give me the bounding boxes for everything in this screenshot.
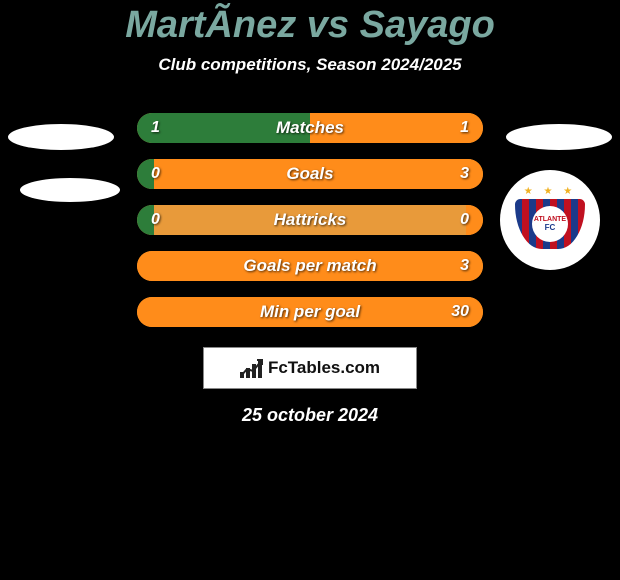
stat-label: Min per goal (137, 302, 483, 322)
page-title: MartÃ­nez vs Sayago (0, 0, 620, 47)
badge-sub: FC (545, 224, 556, 232)
left-avatar-1 (8, 124, 114, 150)
stat-value-left: 0 (151, 165, 160, 183)
chart-icon (240, 358, 262, 378)
stat-value-right: 3 (460, 257, 469, 275)
stat-value-right: 30 (451, 303, 469, 321)
badge-center: ATLANTE FC (532, 206, 568, 242)
badge-shield-icon: ATLANTE FC (515, 199, 585, 249)
badge-name: ATLANTE (534, 216, 566, 223)
stat-row: Matches1 1 (137, 113, 483, 143)
stat-label: Matches (137, 118, 483, 138)
stat-label: Hattricks (137, 210, 483, 230)
stat-value-right: 1 (460, 119, 469, 137)
stat-label: Goals (137, 164, 483, 184)
stat-value-left: 0 (151, 211, 160, 229)
left-avatar-2 (20, 178, 120, 202)
subtitle: Club competitions, Season 2024/2025 (0, 55, 620, 75)
stat-row: Min per goal30 (137, 297, 483, 327)
right-avatar-1 (506, 124, 612, 150)
badge-stars-icon: ★ ★ ★ (524, 186, 576, 197)
stat-label: Goals per match (137, 256, 483, 276)
stat-value-right: 3 (460, 165, 469, 183)
stat-row: Goals0 3 (137, 159, 483, 189)
right-club-badge: ★ ★ ★ ATLANTE FC (500, 170, 600, 270)
branding-text: FcTables.com (268, 358, 380, 378)
branding-box: FcTables.com (203, 347, 417, 389)
stat-value-left: 1 (151, 119, 160, 137)
stat-row: Goals per match3 (137, 251, 483, 281)
stat-row: Hattricks0 0 (137, 205, 483, 235)
date-text: 25 october 2024 (0, 405, 620, 426)
stat-value-right: 0 (460, 211, 469, 229)
